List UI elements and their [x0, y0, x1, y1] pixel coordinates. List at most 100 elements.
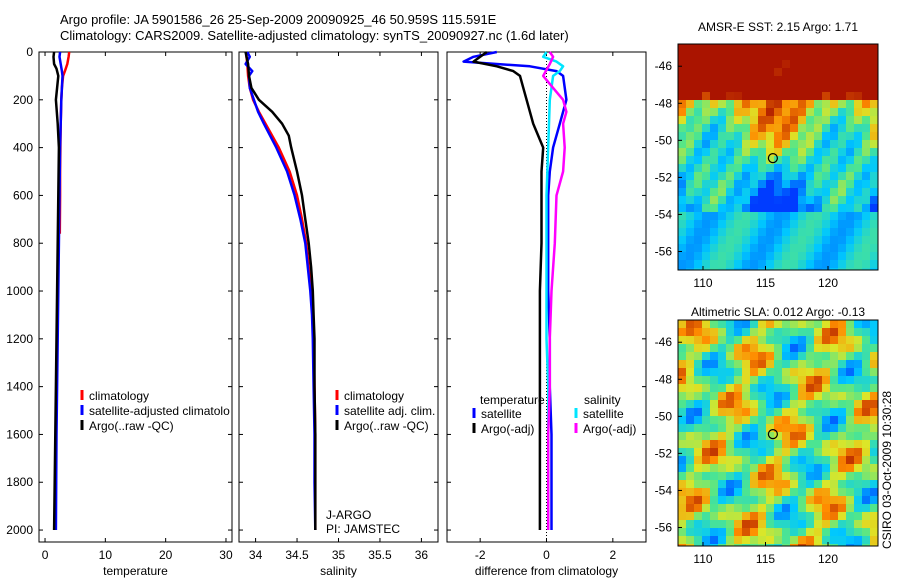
map-cell — [702, 432, 710, 440]
map-cell — [790, 92, 798, 100]
map-cell — [854, 352, 862, 360]
map-cell — [726, 336, 734, 344]
map-cell — [742, 220, 750, 228]
map-cell — [870, 180, 878, 188]
map-cell — [838, 480, 846, 488]
map-cell — [846, 124, 854, 132]
map-cell — [822, 432, 830, 440]
map-cell — [822, 188, 830, 196]
map-cell — [870, 44, 878, 52]
map-cell — [806, 124, 814, 132]
map-cell — [742, 536, 750, 544]
map-cell — [742, 52, 750, 60]
map-cell — [846, 392, 854, 400]
map-cell — [846, 488, 854, 496]
map-cell — [678, 124, 686, 132]
map-cell — [742, 416, 750, 424]
map-cell — [830, 456, 838, 464]
map-cell — [806, 472, 814, 480]
map-cell — [702, 376, 710, 384]
map-cell — [822, 472, 830, 480]
map-cell — [814, 520, 822, 528]
map-cell — [838, 528, 846, 536]
map-cell — [726, 384, 734, 392]
map-cell — [702, 416, 710, 424]
map-cell — [678, 84, 686, 92]
x-tick-label: 2 — [609, 548, 616, 562]
map-cell — [678, 440, 686, 448]
map-cell — [686, 512, 694, 520]
map-cell — [806, 164, 814, 172]
map-cell — [862, 140, 870, 148]
map-cell — [806, 228, 814, 236]
map-cell — [734, 52, 742, 60]
map-cell — [870, 244, 878, 252]
map-cell — [774, 148, 782, 156]
map-cell — [830, 68, 838, 76]
temperature-panel: 0 10 20 30020040060080010001200140016001800… — [6, 45, 233, 578]
map-cell — [750, 488, 758, 496]
map-cell — [830, 344, 838, 352]
map-cell — [830, 228, 838, 236]
map-cell — [766, 236, 774, 244]
map-cell — [782, 472, 790, 480]
map-title: AMSR-E SST: 2.15 Argo: 1.71 — [698, 20, 858, 34]
map-cell — [774, 196, 782, 204]
map-cell — [726, 100, 734, 108]
map-cell — [838, 352, 846, 360]
map-cell — [814, 84, 822, 92]
map-cell — [854, 456, 862, 464]
map-cell — [710, 100, 718, 108]
map-cell — [774, 116, 782, 124]
map-cell — [822, 344, 830, 352]
map-cell — [838, 140, 846, 148]
map-cell — [678, 188, 686, 196]
map-cell — [870, 92, 878, 100]
map-cell — [806, 352, 814, 360]
map-cell — [782, 376, 790, 384]
map-cell — [822, 236, 830, 244]
map-cell — [862, 204, 870, 212]
map-cell — [742, 100, 750, 108]
map-cell — [758, 336, 766, 344]
map-cell — [798, 260, 806, 268]
map-cell — [750, 528, 758, 536]
map-cell — [734, 100, 742, 108]
map-cell — [694, 220, 702, 228]
map-cell — [726, 236, 734, 244]
legend-label: satellite — [583, 407, 624, 421]
map-cell — [862, 368, 870, 376]
map-cell — [862, 448, 870, 456]
map-cell — [734, 472, 742, 480]
x-tick-label: 110 — [693, 552, 712, 566]
annotation-line: J-ARGO — [326, 508, 371, 522]
map-cell — [750, 148, 758, 156]
map-cell — [870, 148, 878, 156]
map-cell — [734, 228, 742, 236]
map-cell — [822, 84, 830, 92]
map-cell — [806, 368, 814, 376]
map-cell — [766, 172, 774, 180]
map-cell — [814, 188, 822, 196]
map-cell — [734, 252, 742, 260]
map-cell — [854, 140, 862, 148]
map-cell — [734, 148, 742, 156]
map-cell — [710, 148, 718, 156]
map-cell — [854, 132, 862, 140]
map-cell — [814, 260, 822, 268]
map-cell — [782, 188, 790, 196]
map-cell — [694, 148, 702, 156]
map-cell — [710, 448, 718, 456]
map-cell — [750, 140, 758, 148]
map-cell — [814, 228, 822, 236]
map-cell — [694, 132, 702, 140]
map-cell — [766, 156, 774, 164]
map-cell — [806, 52, 814, 60]
map-cell — [718, 68, 726, 76]
map-cell — [854, 156, 862, 164]
map-cell — [870, 472, 878, 480]
map-cell — [806, 84, 814, 92]
map-cell — [846, 528, 854, 536]
map-cell — [782, 392, 790, 400]
map-cell — [750, 440, 758, 448]
